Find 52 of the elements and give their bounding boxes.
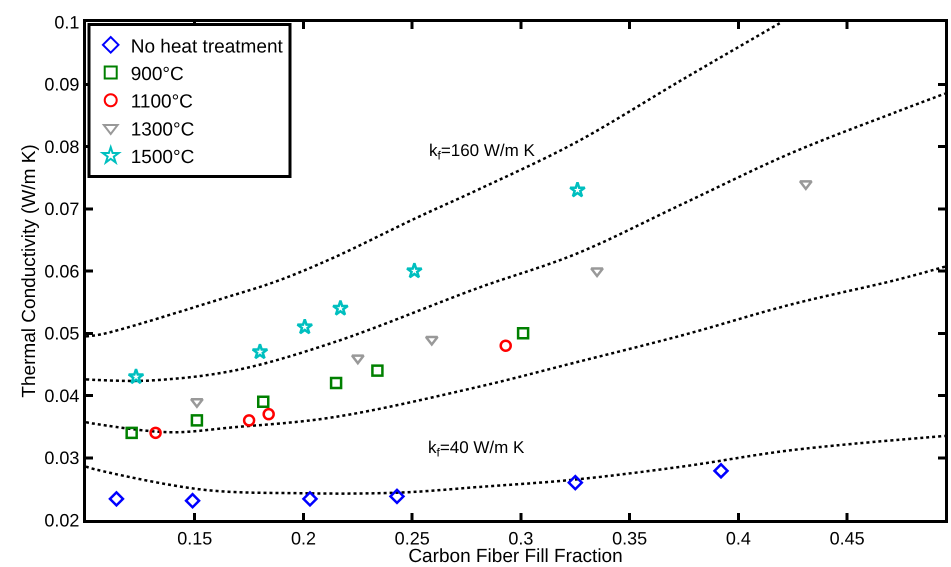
point (424, 336, 439, 346)
point (296, 318, 314, 335)
point (149, 426, 162, 440)
x-tick-label: 0.2 (290, 528, 316, 549)
point (184, 492, 200, 508)
y-axis-title: Thermal Conductivity (W/m K) (19, 144, 40, 398)
line-series (86, 92, 945, 382)
x-tick-label: 0.4 (726, 528, 751, 549)
annotation: k$_{f}$=160 W/m K (429, 141, 536, 163)
point (251, 342, 269, 360)
y-tick-label: 0.05 (44, 324, 80, 344)
point (190, 398, 204, 408)
point (108, 491, 124, 507)
legend-label: 1500°C (130, 147, 194, 168)
x-tick-label: 0.25 (394, 528, 430, 549)
point (256, 395, 270, 408)
x-tick-label: 0.3 (508, 528, 534, 549)
x-tick-label: 0.45 (830, 528, 865, 549)
y-tick-label: 0.02 (44, 510, 80, 530)
x-axis-title: Carbon Fiber Fill Fraction (408, 546, 623, 567)
point (332, 299, 350, 316)
legend-label: No heat treatment (130, 36, 284, 58)
legend-label: 1100°C (130, 92, 193, 113)
point (125, 426, 138, 440)
legend-label: 900°C (130, 64, 184, 85)
point (371, 364, 384, 377)
point (389, 488, 405, 504)
y-tick-label: 0.1 (54, 12, 80, 32)
y-tick-label: 0.03 (44, 448, 80, 468)
point (713, 463, 729, 479)
line-series (86, 265, 945, 434)
point (406, 262, 423, 278)
point (568, 181, 586, 198)
point (262, 408, 275, 420)
y-tick-label: 0.04 (44, 386, 80, 406)
point (127, 368, 145, 384)
point (350, 354, 365, 364)
y-tick-label: 0.07 (44, 199, 80, 220)
annotation: k$_{f}$=40 W/m K (428, 438, 526, 460)
point (499, 339, 512, 352)
x-tick-label: 0.35 (612, 528, 648, 549)
legend-label: 1300°C (130, 119, 194, 140)
point (568, 474, 584, 490)
y-tick-label: 0.08 (44, 136, 80, 157)
point (242, 414, 256, 427)
y-tick-label: 0.09 (44, 74, 80, 95)
x-tick-label: 0.15 (177, 528, 212, 549)
point (302, 491, 318, 507)
point (516, 327, 530, 340)
point (190, 414, 204, 427)
point (330, 376, 342, 390)
y-tick-label: 0.06 (44, 261, 80, 282)
